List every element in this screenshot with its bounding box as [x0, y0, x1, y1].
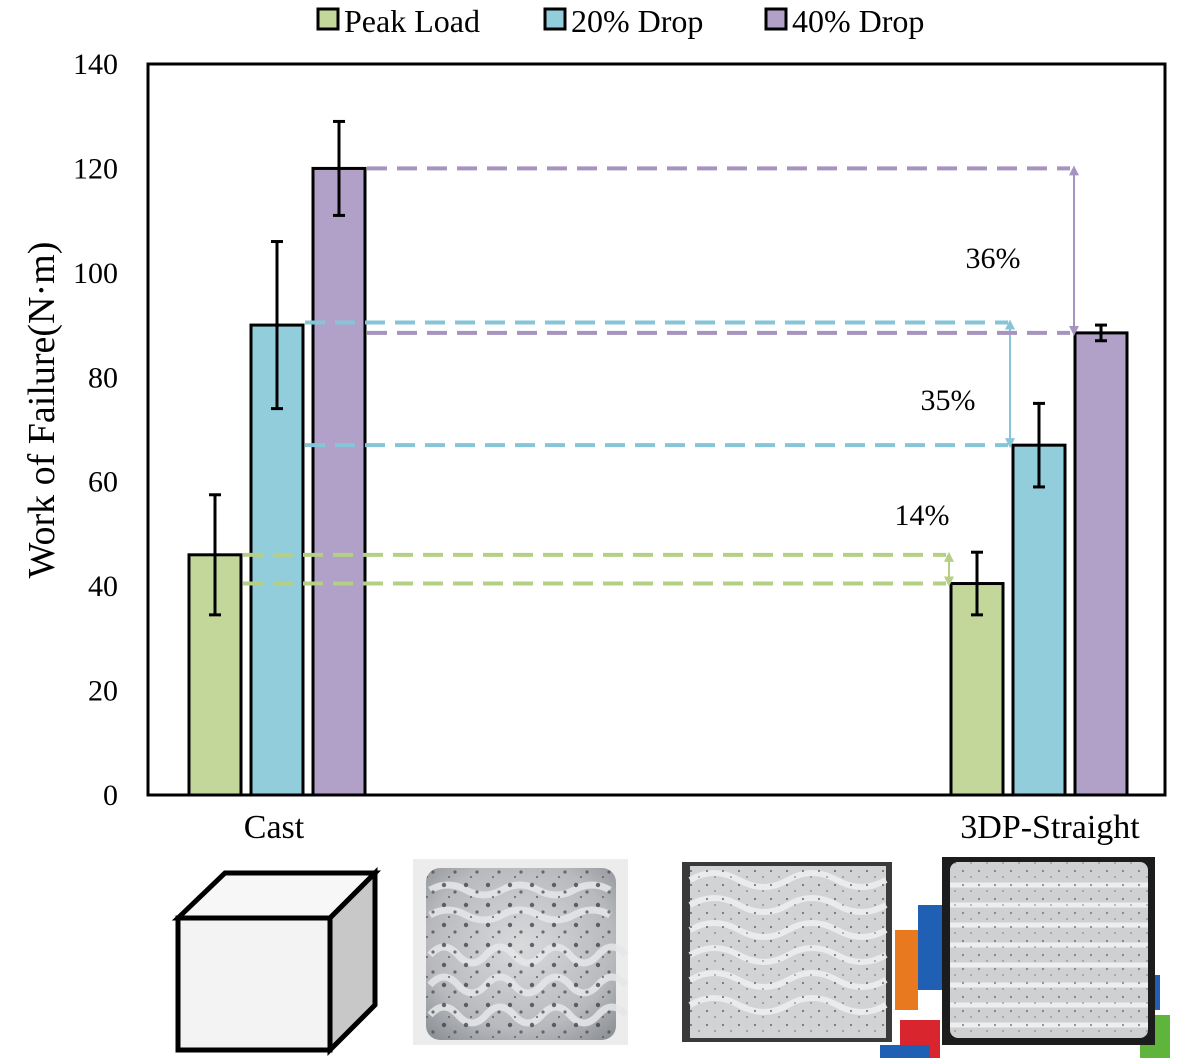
y-tick-label: 0 — [103, 779, 118, 812]
plot-frame — [146, 62, 1167, 797]
bar-40-drop-1 — [1073, 331, 1129, 797]
y-axis: 0 20 40 60 80 100 120 140 — [73, 48, 118, 812]
printed-specimen-photo-icon — [413, 859, 629, 1045]
y-tick-label: 100 — [73, 257, 118, 290]
bar-40-drop-0 — [311, 166, 367, 797]
background-logo-icon — [880, 905, 1170, 1058]
y-tick-label: 140 — [73, 48, 118, 81]
y-tick-label: 80 — [88, 361, 118, 394]
bar-20-drop-1 — [1011, 443, 1067, 797]
legend-entry: Peak Load — [344, 3, 480, 39]
legend-swatch — [316, 7, 340, 31]
bar-20-drop-0 — [249, 323, 305, 797]
category-label: 3DP-Straight — [960, 809, 1140, 846]
legend-swatch — [764, 7, 788, 31]
cast-cube-icon — [171, 866, 382, 1057]
legend-swatch — [543, 7, 567, 31]
straight-printed-specimen-photo-icon — [942, 857, 1155, 1045]
reduction-label: 36% — [966, 242, 1021, 275]
annotations: 14% 35% 36% — [243, 165, 1079, 587]
bars — [187, 119, 1129, 797]
y-tick-label: 40 — [88, 570, 118, 603]
category-label: Cast — [244, 809, 305, 846]
y-tick-label: 120 — [73, 152, 118, 185]
reduction-label: 35% — [921, 384, 976, 417]
category-labels: Cast 3DP-Straight — [244, 809, 1141, 846]
y-tick-label: 20 — [88, 675, 118, 708]
legend: Peak Load 20% Drop 40% Drop — [316, 3, 924, 39]
y-tick-label: 60 — [88, 466, 118, 499]
legend-entry: 20% Drop — [571, 3, 703, 39]
y-axis-label: Work of Failure(N·m) — [21, 242, 63, 579]
legend-entry: 40% Drop — [792, 3, 924, 39]
reduction-label: 14% — [895, 499, 950, 532]
wavy-printed-specimen-photo-icon — [682, 862, 892, 1042]
